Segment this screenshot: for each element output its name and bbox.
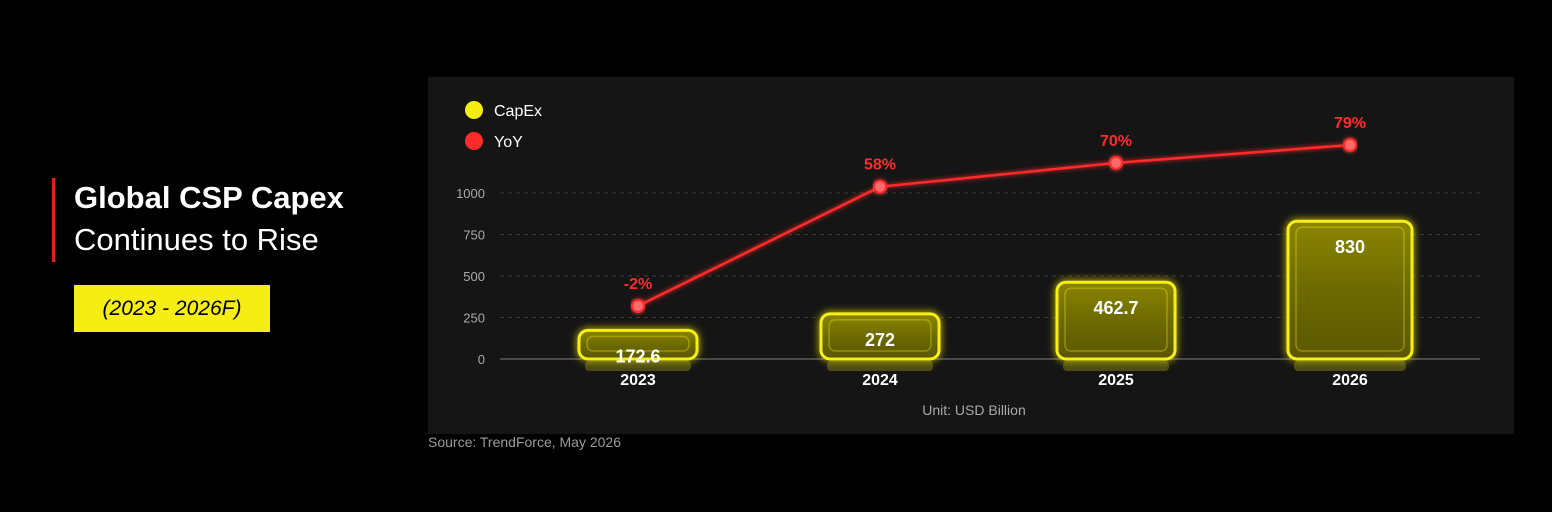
legend-capex-swatch [465, 101, 483, 119]
source-note: Source: TrendForce, May 2026 [428, 434, 621, 450]
bar-reflection [1063, 361, 1169, 371]
capex-bar-highlight [828, 319, 932, 352]
yoy-point [1343, 138, 1357, 152]
capex-bar-highlight [1295, 226, 1405, 352]
capex-bar-highlight [1064, 287, 1168, 352]
capex-bar [1286, 219, 1414, 361]
chart-panel: 0 250 500 750 1000 172.6 2023 272 2024 462.7 2025… [428, 77, 1514, 434]
capex-value-label: 272 [865, 330, 895, 350]
title-line-2: Continues to Rise [74, 222, 319, 257]
yoy-point [1109, 155, 1123, 170]
legend-yoy-swatch [465, 132, 483, 150]
x-category-label: 2026 [1332, 372, 1368, 389]
yoy-point [631, 299, 645, 313]
y-tick-label: 500 [463, 269, 485, 284]
bar-reflection [1294, 361, 1406, 371]
capex-value-label: 462.7 [1093, 298, 1138, 318]
capex-value-label: 830 [1335, 237, 1365, 257]
y-tick-label: 250 [463, 311, 485, 326]
y-tick-label: 1000 [456, 186, 485, 201]
y-tick-label: 0 [478, 352, 485, 367]
capex-bar-highlight [586, 335, 690, 352]
bar-reflection [827, 361, 933, 371]
y-tick-label: 750 [463, 228, 485, 243]
unit-label: Unit: USD Billion [922, 402, 1025, 418]
yoy-point [873, 179, 887, 194]
yoy-line [637, 143, 1351, 308]
capex-value-label: 172.6 [615, 346, 660, 366]
legend-capex-label: CapEx [494, 103, 542, 120]
capex-chart: 0 250 500 750 1000 172.6 2023 272 2024 462.7 2025… [456, 101, 1480, 418]
title-line-1: Global CSP Capex [74, 180, 344, 215]
capex-bar [1055, 280, 1177, 361]
x-category-label: 2025 [1098, 372, 1134, 389]
period-badge: (2023 - 2026F) [74, 285, 270, 332]
yoy-value-label: 70% [1100, 133, 1132, 150]
capex-bar [819, 312, 941, 361]
legend-yoy-label: YoY [494, 134, 523, 151]
title-block: Global CSP Capex Continues to Rise [52, 178, 344, 262]
x-category-label: 2023 [620, 372, 656, 389]
bar-reflection [585, 361, 691, 371]
yoy-value-label: 79% [1334, 115, 1366, 132]
capex-bar [577, 328, 699, 361]
x-category-label: 2024 [862, 372, 898, 389]
yoy-value-label: 58% [864, 157, 896, 174]
yoy-value-label: -2% [624, 276, 652, 293]
